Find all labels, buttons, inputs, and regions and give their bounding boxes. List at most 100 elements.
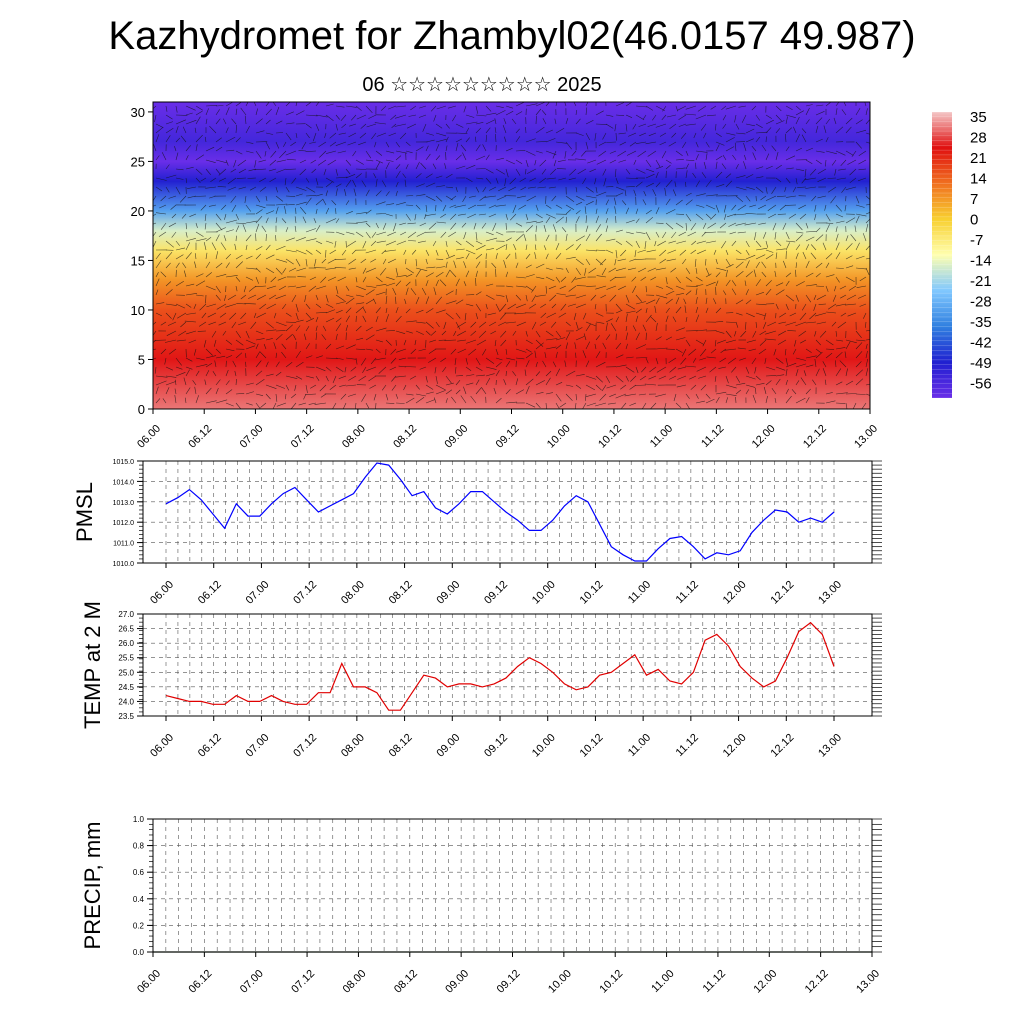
x-tick-label: 06.12 (196, 732, 224, 760)
wind-barb (805, 355, 817, 359)
wind-barb (405, 308, 411, 314)
wind-barb (565, 321, 571, 327)
wind-barb (855, 129, 867, 134)
wind-barb (295, 193, 303, 197)
wind-barb (815, 262, 823, 269)
wind-barb (425, 321, 434, 329)
wind-barb (273, 342, 277, 350)
wind-barb (645, 168, 655, 173)
wind-barb (345, 174, 356, 179)
wind-barb (355, 294, 364, 297)
wind-barb (265, 217, 269, 224)
wind-barb (725, 397, 728, 404)
wind-barb (425, 266, 436, 269)
wind-barb (675, 306, 682, 314)
wind-barb (855, 330, 862, 338)
wind-barb (741, 114, 747, 123)
wind-barb (482, 348, 487, 356)
wind-barb (705, 213, 712, 219)
wind-barb (185, 303, 192, 308)
wind-barb (368, 375, 377, 382)
wind-barb (525, 348, 532, 353)
wind-barb (395, 280, 402, 287)
wind-barb (535, 361, 538, 368)
wind-barb (669, 375, 677, 380)
wind-barb (661, 114, 667, 121)
wind-barb (375, 291, 386, 296)
wind-barb (815, 227, 821, 233)
wind-barb (340, 393, 347, 400)
wind-barb (447, 105, 457, 109)
wind-barb (813, 303, 817, 311)
wind-barb (170, 204, 177, 210)
wind-barb (375, 150, 383, 156)
wind-barb (585, 225, 589, 233)
wind-barb (362, 366, 367, 374)
wind-barb (835, 150, 846, 156)
wind-barb (845, 217, 856, 224)
wind-barb (615, 267, 627, 271)
wind-barb (705, 204, 716, 210)
wind-barb (200, 204, 207, 211)
wind-barb (601, 384, 607, 392)
wind-barb (375, 348, 381, 354)
wind-barb (165, 135, 171, 143)
wind-barb (462, 152, 467, 161)
wind-barb (366, 123, 377, 128)
wind-barb (635, 301, 646, 305)
wind-barb (376, 240, 387, 243)
wind-barb (735, 163, 739, 170)
wind-barb (265, 373, 274, 377)
wind-barb (855, 204, 865, 208)
wind-barb (253, 102, 257, 107)
wind-barb (805, 244, 810, 251)
wind-barb (175, 247, 186, 251)
wind-barb (352, 150, 357, 157)
wind-barb (675, 213, 685, 215)
wind-barb (405, 393, 414, 396)
wind-barb (565, 141, 572, 150)
wind-barb (858, 168, 867, 171)
wind-barb (735, 382, 746, 386)
wind-barb (555, 351, 558, 359)
wind-barb (396, 240, 407, 245)
colorbar-label: -56 (970, 376, 992, 393)
wind-barb (525, 330, 528, 337)
wind-barb (531, 294, 537, 303)
wind-barb (295, 361, 304, 368)
wind-barb (445, 300, 457, 305)
wind-barb (516, 321, 527, 327)
wind-barb (513, 243, 517, 251)
wind-barb (338, 132, 347, 135)
wind-barb (802, 251, 807, 260)
wind-barb (839, 360, 847, 368)
y-tick-label: 25 (131, 154, 145, 169)
wind-barb (244, 115, 247, 125)
wind-barb (635, 315, 639, 323)
wind-barb (835, 330, 837, 337)
wind-barb (575, 158, 587, 161)
wind-barb (609, 294, 617, 302)
wind-barb (685, 393, 690, 399)
wind-barb (743, 161, 747, 170)
wind-barb (785, 231, 790, 240)
wind-barb (294, 216, 297, 224)
wind-barb (244, 303, 257, 305)
wind-barb (408, 114, 417, 117)
wind-barb (275, 258, 288, 263)
wind-barb (215, 118, 221, 125)
wind-barb (295, 319, 304, 323)
wind-barb (534, 252, 537, 260)
wind-barb (699, 348, 707, 357)
wind-barb (745, 138, 754, 143)
wind-barb (546, 177, 557, 180)
wind-barb (225, 380, 230, 386)
wind-barb (299, 168, 307, 176)
x-tick-label: 11.12 (701, 968, 728, 995)
wind-barb (855, 393, 866, 395)
wind-barb (161, 152, 167, 161)
wind-barb (610, 323, 617, 332)
wind-barb (508, 186, 517, 192)
wind-barb (476, 339, 487, 346)
wind-barb (411, 249, 417, 255)
